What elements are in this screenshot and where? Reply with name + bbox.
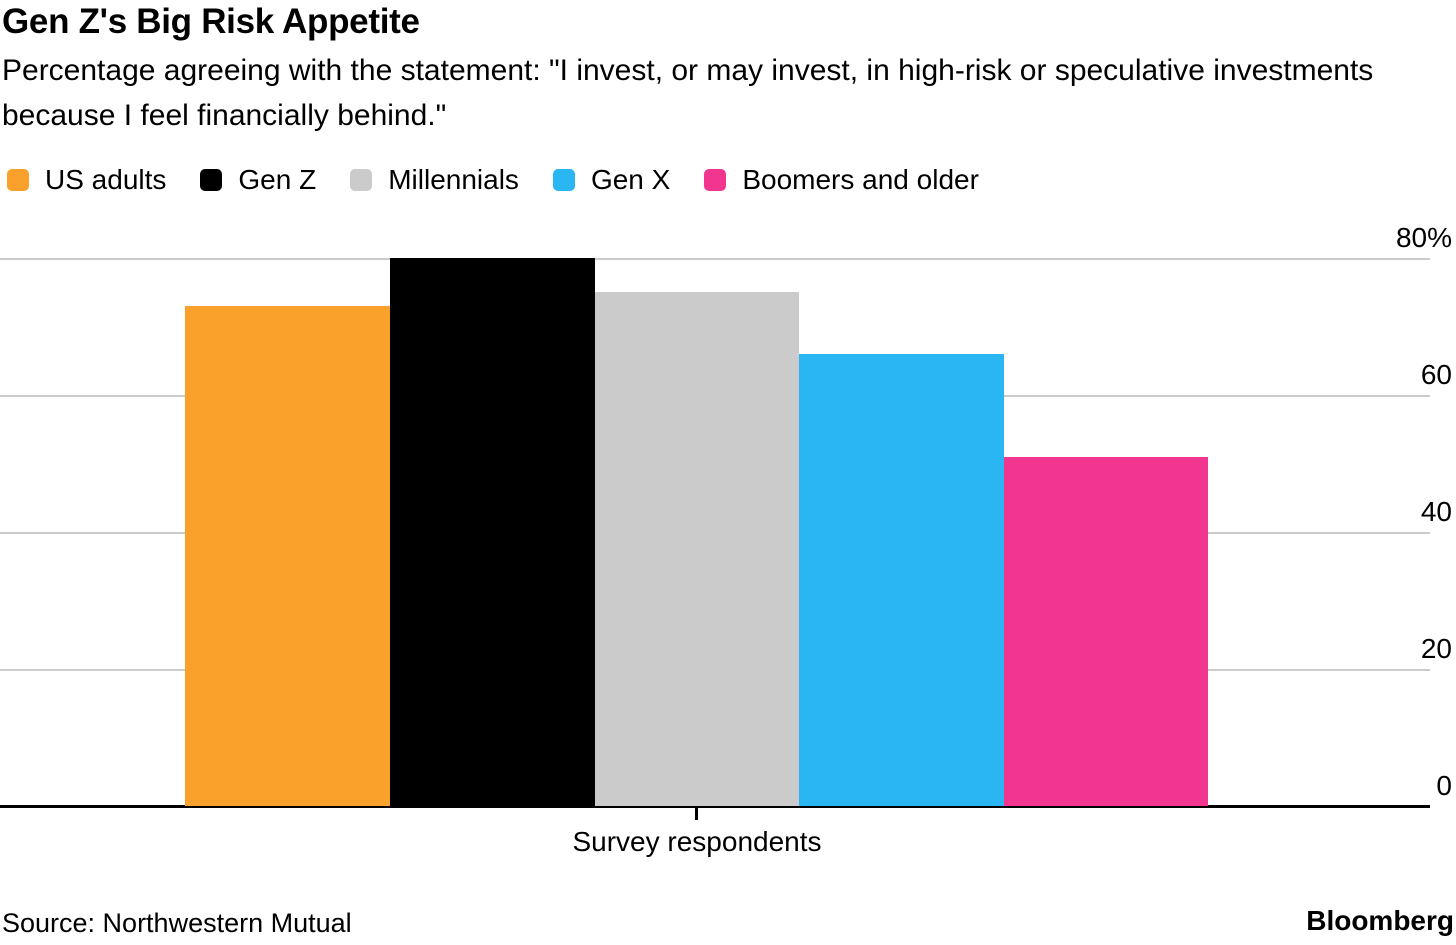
x-axis-label: Survey respondents: [572, 826, 822, 857]
legend-label: Millennials: [388, 164, 519, 195]
x-axis-tick: [695, 807, 698, 820]
legend-item-boomers-and-older: Boomers and older: [704, 164, 979, 196]
y-tick-label-0: 0: [1436, 770, 1452, 801]
y-tick-label-80: 80%: [1395, 222, 1452, 253]
legend-swatch-icon: [350, 169, 373, 191]
y-tick-label-20: 20: [1420, 633, 1452, 664]
bar-gen-x: [799, 354, 1004, 806]
legend-item-us-adults: US adults: [7, 164, 166, 196]
legend: US adults Gen Z Millennials Gen X Boomers an…: [7, 164, 979, 196]
legend-label: Boomers and older: [742, 164, 979, 195]
legend-item-gen-z: Gen Z: [200, 164, 316, 196]
bar-millennials: [595, 292, 799, 806]
chart-subtitle: Percentage agreeing with the statement: …: [2, 54, 1374, 132]
y-tick-label-40: 40: [1420, 496, 1452, 527]
gridline-80: [0, 258, 1430, 260]
bar-us-adults: [185, 306, 390, 806]
bloomberg-logo: Bloomberg: [1306, 905, 1454, 936]
legend-swatch-icon: [704, 169, 727, 191]
legend-item-gen-x: Gen X: [552, 164, 671, 196]
plot-area: [0, 258, 1430, 808]
chart-title: Gen Z's Big Risk Appetite: [2, 2, 420, 41]
legend-label: US adults: [45, 164, 167, 195]
legend-swatch-icon: [7, 169, 29, 191]
bar-boomers-and-older: [1004, 457, 1208, 806]
legend-label: Gen X: [590, 164, 671, 195]
y-tick-label-60: 60: [1420, 359, 1452, 390]
legend-item-millennials: Millennials: [350, 164, 519, 196]
x-axis-line: [0, 805, 1430, 808]
source-note: Source: Northwestern Mutual: [2, 908, 352, 938]
legend-label: Gen Z: [238, 164, 317, 195]
legend-swatch-icon: [552, 169, 575, 191]
legend-swatch-icon: [200, 169, 223, 191]
bar-gen-z: [390, 258, 595, 806]
